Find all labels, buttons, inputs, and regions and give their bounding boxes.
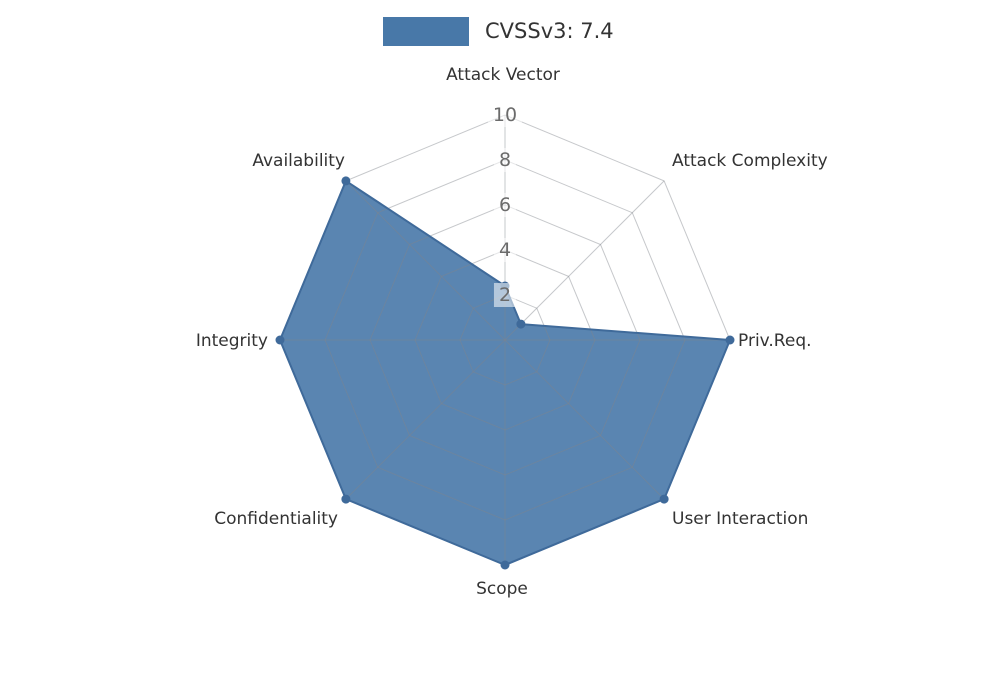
legend-label: CVSSv3: 7.4 xyxy=(485,18,614,43)
axis-label-user-interaction: User Interaction xyxy=(672,509,809,529)
axis-label-confidentiality: Confidentiality xyxy=(214,509,338,529)
tick-label-6: 6 xyxy=(493,193,517,217)
axis-label-priv-req: Priv.Req. xyxy=(738,331,812,351)
axis-label-scope: Scope xyxy=(476,579,528,599)
legend-item-cvssv3[interactable]: CVSSv3: 7.4 xyxy=(383,16,614,46)
legend-swatch xyxy=(383,16,469,46)
axis-label-integrity: Integrity xyxy=(195,331,268,351)
axis-label-attack-vector: Attack Vector xyxy=(446,65,560,85)
axis-label-availability: Availability xyxy=(252,151,345,171)
tick-label-10: 10 xyxy=(487,103,523,127)
axis-label-attack-complexity: Attack Complexity xyxy=(672,151,828,171)
tick-label-8: 8 xyxy=(493,148,517,172)
tick-label-2: 2 xyxy=(493,283,517,307)
tick-label-4: 4 xyxy=(493,238,517,262)
